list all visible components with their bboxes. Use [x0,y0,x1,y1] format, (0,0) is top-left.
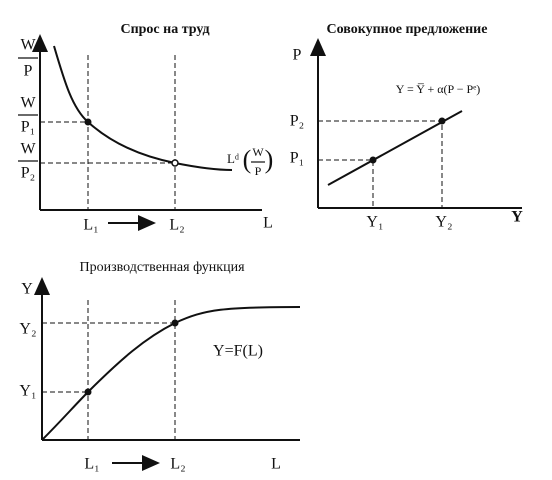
x-axis-label: Y [511,209,523,226]
point [171,319,179,327]
x-tick-label: Y₂ [435,214,452,231]
y-tick-den: P₂ [21,165,35,182]
panel-title: Спрос на труд [120,22,209,37]
x-tick-label: Y₁ [366,214,383,231]
x-tick-label: L₁ [84,456,99,473]
production-curve [41,306,301,441]
y-axis-label: Y [21,281,33,298]
panel-production-function: Производственная функция Y Y₂ Y₁ Y=F(L) … [19,260,301,473]
demand-curve [53,45,233,171]
panel-aggregate-supply: Совокупное предложение P Y = Y̅ + α(P − … [290,22,523,230]
y-axis-num: W [20,37,36,54]
paren: ) [265,145,274,174]
curve-label-den: P [255,164,262,178]
y-tick-num: W [20,141,36,158]
y-axis-den: P [24,63,33,80]
curve-label-main: Lᵈ [227,151,239,166]
x-tick-label: L₂ [169,217,184,234]
point [84,118,92,126]
curve-label: Y=F(L) [213,343,263,360]
point [438,117,446,125]
y-tick-label: Y₁ [19,383,36,400]
y-axis-label: P [293,47,302,64]
panel-title: Производственная функция [79,260,245,275]
point [84,388,92,396]
curve-label-num: W [252,145,264,159]
guide-lines [318,120,443,208]
x-tick-label: L₂ [170,456,185,473]
x-tick-label: L₁ [83,217,98,234]
x-axis-label: L [263,215,273,232]
y-tick-label: Y₂ [19,321,36,338]
panel-title: Совокупное предложение [327,22,488,37]
paren: ( [243,145,252,174]
x-axis-label: L [271,456,281,473]
y-tick-label: P₁ [290,150,304,167]
point [171,159,179,167]
y-tick-den: P₁ [21,119,35,136]
panel-labour-demand: Спрос на труд W P W P₁ W P₂ Lᵈ ( W P ) L… [18,22,274,234]
curve-label: Y = Y̅ + α(P − Pᵉ) [396,82,481,96]
guide-lines [42,300,176,440]
guide-lines [40,55,176,210]
y-tick-label: P₂ [290,113,304,130]
point [369,156,377,164]
y-tick-num: W [20,95,36,112]
